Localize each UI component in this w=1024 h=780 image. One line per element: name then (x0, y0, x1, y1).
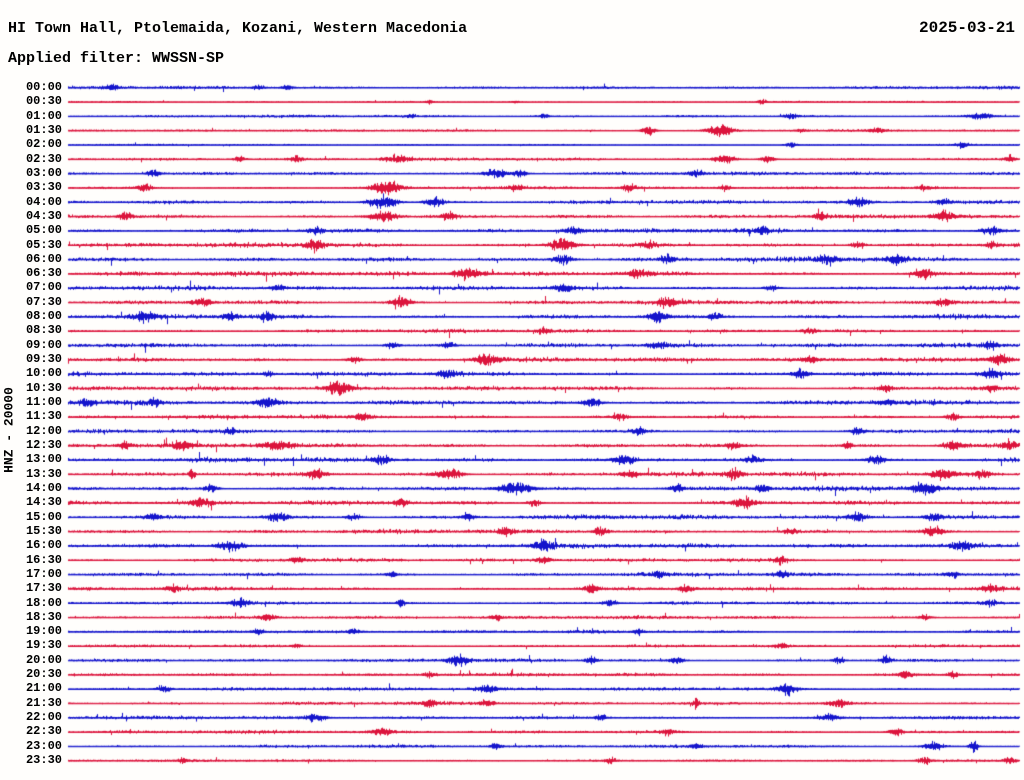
row-time-label: 16:30 (25, 552, 62, 567)
row-time-label: 06:00 (25, 251, 62, 266)
row-time-label: 05:30 (25, 237, 62, 252)
row-time-label: 06:30 (25, 266, 62, 281)
row-time-label: 20:00 (25, 652, 62, 667)
row-time-label: 00:30 (25, 94, 62, 109)
row-time-label: 17:00 (25, 566, 62, 581)
row-time-label: 13:00 (25, 452, 62, 467)
row-time-label: 10:30 (25, 380, 62, 395)
row-time-label: 20:30 (25, 667, 62, 682)
row-time-label: 14:30 (25, 495, 62, 510)
row-time-label: 19:30 (25, 638, 62, 653)
row-time-label: 02:00 (25, 137, 62, 152)
row-time-label: 04:30 (25, 208, 62, 223)
row-time-label: 07:00 (25, 280, 62, 295)
row-time-label: 13:30 (25, 466, 62, 481)
row-time-label: 03:30 (25, 180, 62, 195)
row-time-label: 15:30 (25, 523, 62, 538)
row-time-label: 18:00 (25, 595, 62, 610)
row-time-label: 11:30 (25, 409, 62, 424)
row-time-label: 18:30 (25, 609, 62, 624)
row-time-label: 15:00 (25, 509, 62, 524)
row-time-label: 03:00 (25, 165, 62, 180)
row-time-label: 08:00 (25, 309, 62, 324)
row-time-label: 12:00 (25, 423, 62, 438)
row-time-label: 14:00 (25, 480, 62, 495)
row-time-label: 09:00 (25, 337, 62, 352)
row-time-label: 08:30 (25, 323, 62, 338)
row-time-label: 05:00 (25, 223, 62, 238)
row-time-label: 16:00 (25, 538, 62, 553)
row-time-label: 01:30 (25, 122, 62, 137)
row-time-label: 19:00 (25, 624, 62, 639)
row-time-label: 00:00 (25, 80, 62, 94)
row-time-label: 22:00 (25, 710, 62, 725)
row-time-label: 21:30 (25, 695, 62, 710)
row-time-label: 07:30 (25, 294, 62, 309)
row-time-label: 22:30 (25, 724, 62, 739)
row-time-label: 09:30 (25, 352, 62, 367)
row-time-label: 23:00 (25, 738, 62, 753)
row-time-label: 02:30 (25, 151, 62, 166)
row-time-label: 23:30 (25, 753, 62, 768)
row-time-label: 04:00 (25, 194, 62, 209)
row-time-label: 12:30 (25, 438, 62, 452)
row-time-label: 01:00 (25, 108, 62, 123)
row-time-label: 11:00 (25, 395, 62, 410)
row-time-label: 17:30 (25, 581, 62, 596)
row-time-label: 10:00 (25, 366, 62, 381)
row-time-label: 21:00 (25, 681, 62, 696)
